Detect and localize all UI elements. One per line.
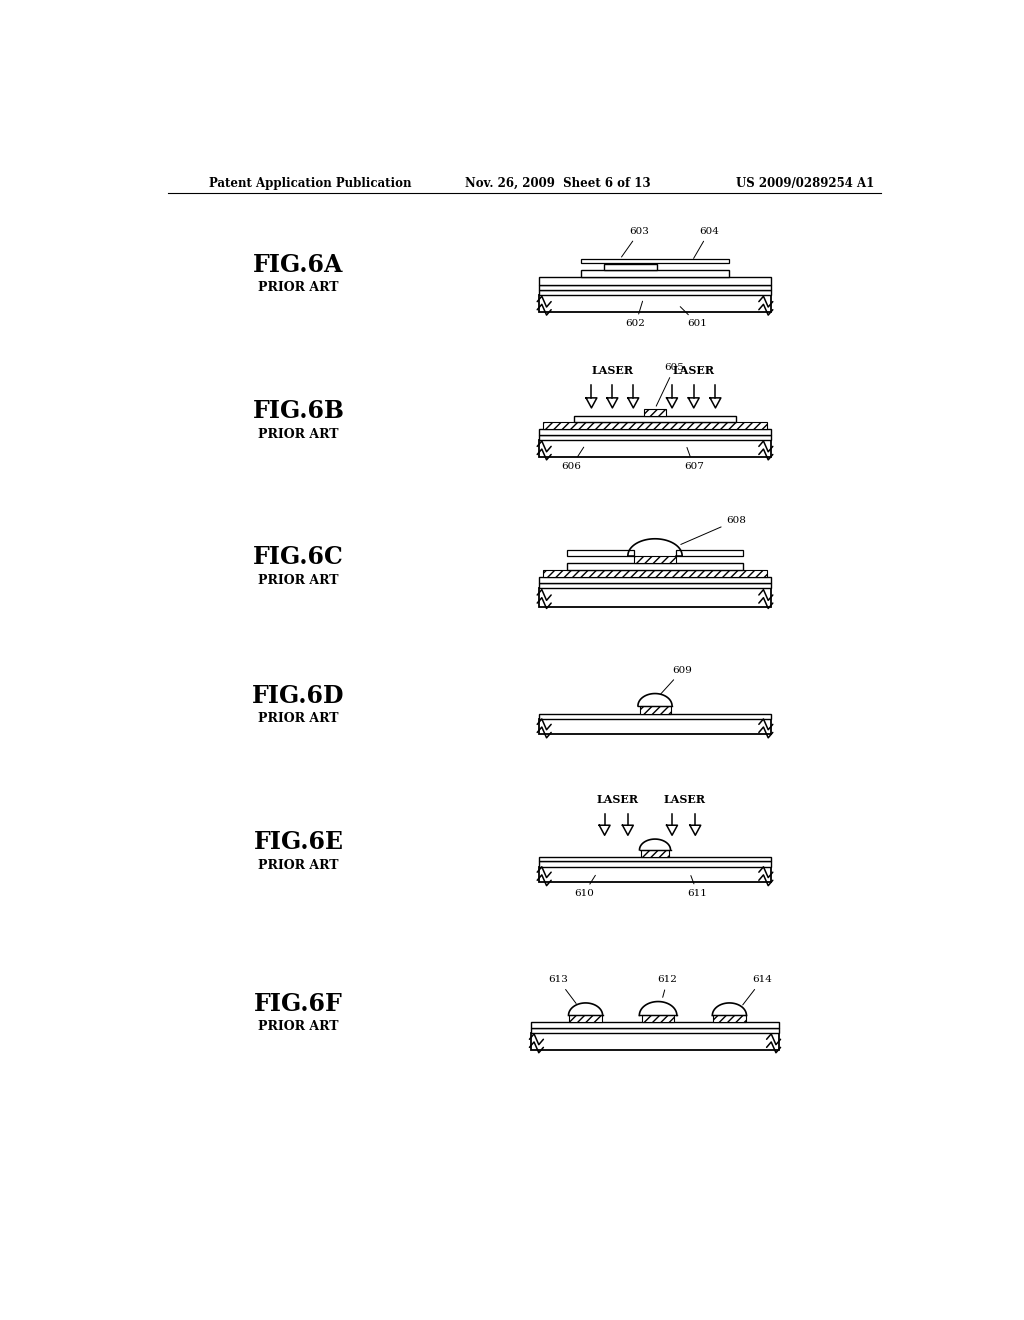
Bar xyxy=(531,1028,779,1034)
Bar xyxy=(642,1015,675,1022)
Text: Patent Application Publication: Patent Application Publication xyxy=(209,177,412,190)
Text: 601: 601 xyxy=(680,306,708,329)
Bar xyxy=(566,550,634,556)
Text: PRIOR ART: PRIOR ART xyxy=(258,859,339,871)
Text: 610: 610 xyxy=(573,875,595,898)
Bar xyxy=(566,562,743,570)
Text: 607: 607 xyxy=(684,447,703,471)
Bar xyxy=(539,285,771,290)
Bar xyxy=(539,441,771,457)
Bar xyxy=(676,550,743,556)
Bar xyxy=(644,409,666,416)
Bar xyxy=(573,416,736,422)
Bar xyxy=(640,706,671,714)
Text: LASER: LASER xyxy=(597,795,639,805)
Text: FIG.6C: FIG.6C xyxy=(253,545,344,569)
Text: FIG.6E: FIG.6E xyxy=(254,830,343,854)
Bar xyxy=(581,271,729,277)
Bar xyxy=(581,259,729,263)
Text: 612: 612 xyxy=(657,975,677,998)
Text: LASER: LASER xyxy=(592,364,634,376)
Bar xyxy=(543,570,767,577)
Text: 604: 604 xyxy=(693,227,719,259)
Bar xyxy=(539,719,771,734)
Bar xyxy=(713,1015,745,1022)
Bar xyxy=(539,434,771,441)
Text: FIG.6F: FIG.6F xyxy=(254,991,343,1016)
Text: LASER: LASER xyxy=(664,795,706,805)
Text: 609: 609 xyxy=(660,667,692,694)
Text: 603: 603 xyxy=(622,227,649,257)
Text: Nov. 26, 2009  Sheet 6 of 13: Nov. 26, 2009 Sheet 6 of 13 xyxy=(465,177,650,190)
Bar xyxy=(539,582,771,589)
Bar xyxy=(531,1022,779,1028)
Bar xyxy=(539,429,771,434)
Text: FIG.6B: FIG.6B xyxy=(253,399,344,422)
Bar xyxy=(539,857,771,862)
Text: PRIOR ART: PRIOR ART xyxy=(258,281,339,294)
Bar xyxy=(539,589,771,607)
Bar xyxy=(539,577,771,582)
Text: 613: 613 xyxy=(549,975,577,1003)
Text: PRIOR ART: PRIOR ART xyxy=(258,428,339,441)
Text: 606: 606 xyxy=(561,447,584,471)
Text: LASER: LASER xyxy=(673,364,715,376)
Text: US 2009/0289254 A1: US 2009/0289254 A1 xyxy=(736,177,874,190)
Text: PRIOR ART: PRIOR ART xyxy=(258,1020,339,1034)
Text: 611: 611 xyxy=(688,875,708,898)
Text: FIG.6A: FIG.6A xyxy=(253,252,344,277)
Bar xyxy=(531,1034,779,1051)
Text: 605: 605 xyxy=(656,363,684,407)
Bar xyxy=(569,1015,602,1022)
Text: 614: 614 xyxy=(742,975,772,1005)
Text: 608: 608 xyxy=(681,516,746,544)
Bar xyxy=(539,862,771,867)
Bar xyxy=(641,850,669,857)
Bar xyxy=(634,556,676,562)
Bar xyxy=(539,867,771,882)
Bar xyxy=(539,290,771,296)
Bar xyxy=(539,296,771,313)
Bar xyxy=(604,264,657,271)
Text: FIG.6D: FIG.6D xyxy=(252,684,345,708)
Text: PRIOR ART: PRIOR ART xyxy=(258,574,339,587)
Text: PRIOR ART: PRIOR ART xyxy=(258,713,339,726)
Bar xyxy=(539,277,771,285)
Text: 602: 602 xyxy=(626,301,645,329)
Bar xyxy=(539,714,771,719)
Bar xyxy=(543,422,767,429)
